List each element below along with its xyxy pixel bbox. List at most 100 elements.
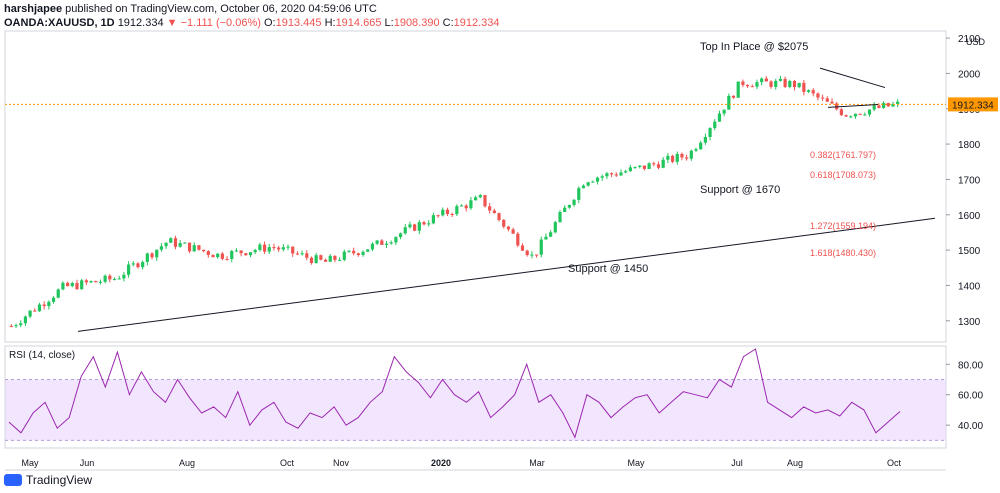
candle-body <box>581 185 586 189</box>
candle-body <box>314 255 318 264</box>
candle-body <box>122 274 126 279</box>
high-value: 1914.665 <box>335 17 382 29</box>
candle-body <box>699 142 703 150</box>
author-name[interactable]: harshjapee <box>4 3 63 15</box>
currency-label: USD <box>966 37 986 47</box>
fib-level-label: 1.272(1559.194) <box>810 221 876 231</box>
candle-body <box>661 159 665 168</box>
candle-body <box>694 149 698 151</box>
candle-body <box>164 242 168 247</box>
candle-body <box>262 244 267 252</box>
candle-body <box>403 227 407 234</box>
candle-body <box>727 95 731 110</box>
candle-body <box>853 113 858 117</box>
close-label: C: <box>442 17 454 29</box>
candle-body <box>422 222 426 225</box>
candle-body <box>722 109 726 114</box>
candle-body <box>656 164 661 168</box>
candle-body <box>192 245 196 252</box>
candle-body <box>872 105 876 110</box>
price-tick-label: 1400 <box>958 281 981 292</box>
candle-body <box>788 80 792 87</box>
candle-body <box>685 157 689 159</box>
fib-level-label: 1.618(1480.430) <box>810 248 876 258</box>
candle-body <box>202 249 206 252</box>
candle-body <box>108 275 112 280</box>
price-tick-label: 1700 <box>958 175 981 186</box>
candle-body <box>169 238 173 243</box>
candle-body <box>774 80 778 87</box>
candle-body <box>886 103 890 107</box>
candle-body <box>778 78 783 81</box>
candle-body <box>342 251 346 260</box>
candle-body <box>459 205 464 207</box>
candle-body <box>464 205 468 209</box>
price-change: −1.111 (−0.06%) <box>180 17 261 29</box>
candle-body <box>628 167 632 172</box>
candle-body <box>333 255 337 260</box>
candle-body <box>277 247 281 250</box>
candle-body <box>577 188 581 200</box>
candle-body <box>47 301 51 307</box>
tradingview-logo-icon <box>4 474 22 486</box>
candle-body <box>66 282 70 287</box>
symbol-label: OANDA:XAUUSD, 1D <box>4 17 115 29</box>
candle-body <box>563 207 567 213</box>
price-tick-label: 1600 <box>958 211 981 222</box>
candle-body <box>549 232 553 237</box>
price-tick-label: 1300 <box>958 317 981 328</box>
candle-body <box>398 233 403 238</box>
chart-annotation: Support @ 1450 <box>568 263 648 275</box>
candle-body <box>136 263 140 268</box>
candle-body <box>797 82 801 88</box>
candle-body <box>61 282 65 290</box>
candle-body <box>145 253 149 262</box>
ohlc-line: OANDA:XAUUSD, 1D 1912.334 ▼ −1.111 (−0.0… <box>4 17 500 29</box>
candle-body <box>633 166 637 168</box>
candle-body <box>178 243 182 247</box>
candle-body <box>647 163 651 169</box>
candle-body <box>666 155 670 160</box>
candle-body <box>619 172 623 176</box>
candle-body <box>863 114 867 116</box>
rsi-title: RSI (14, close) <box>9 350 75 361</box>
candle-body <box>624 171 628 173</box>
candle-body <box>56 289 60 298</box>
time-tick-label: Aug <box>787 458 803 468</box>
candle-body <box>609 173 614 175</box>
candle-body <box>455 206 459 215</box>
candle-body <box>286 246 290 248</box>
high-label: H: <box>324 17 336 29</box>
candle-body <box>530 254 534 256</box>
candle-body <box>253 250 257 253</box>
candle-body <box>492 210 496 214</box>
candle-body <box>516 233 520 246</box>
candle-body <box>33 310 37 312</box>
candle-body <box>638 165 642 167</box>
candle-body <box>750 86 754 88</box>
candle-body <box>445 209 450 214</box>
candle-body <box>867 109 872 115</box>
time-tick-label: Oct <box>887 458 902 468</box>
candle-body <box>891 104 895 107</box>
candle-body <box>126 264 131 275</box>
candle-body <box>159 246 164 250</box>
candle-body <box>408 224 412 228</box>
candle-body <box>328 255 332 262</box>
candle-body <box>295 253 300 255</box>
time-tick-label: 2020 <box>431 458 451 468</box>
candle-body <box>206 251 210 255</box>
candle-body <box>281 247 285 250</box>
candle-body <box>642 165 647 169</box>
candle-body <box>544 236 548 240</box>
candle-body <box>183 242 187 244</box>
candle-body <box>225 258 229 260</box>
time-tick-label: Aug <box>179 458 195 468</box>
candle-body <box>830 101 834 104</box>
candle-body <box>483 195 487 207</box>
price-tick-label: 2100 <box>958 34 981 45</box>
candle-body <box>84 280 88 283</box>
candle-body <box>370 243 375 250</box>
candle-body <box>323 259 328 262</box>
